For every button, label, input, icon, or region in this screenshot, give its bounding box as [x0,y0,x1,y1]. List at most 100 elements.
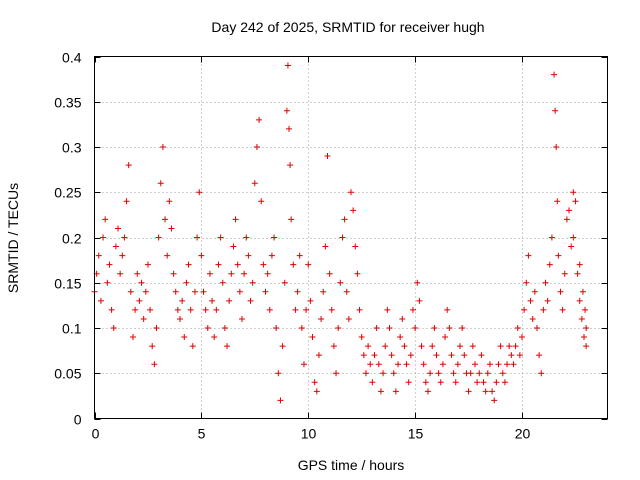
x-tick-label: 10 [301,426,317,442]
data-point [433,352,440,359]
data-point [416,297,423,304]
data-point [204,325,211,331]
data-point [198,252,205,259]
data-point [330,343,337,350]
data-point [546,261,553,268]
data-point [228,270,235,277]
data-point [409,306,416,313]
data-point [119,252,126,259]
data-point [322,243,329,250]
data-point [298,325,305,331]
data-point [444,306,451,313]
data-point [311,379,318,386]
data-point [177,315,183,322]
plot-frame [94,56,608,419]
data-point [544,297,551,304]
data-point [283,107,290,114]
data-point [258,198,265,205]
data-point [523,279,530,286]
data-point [144,261,151,268]
data-point [209,297,216,304]
data-point [251,180,258,187]
data-point [318,315,325,322]
data-point [384,306,391,313]
data-point [358,334,365,341]
data-point [478,352,485,359]
data-point [147,306,154,313]
data-point [380,370,387,377]
data-point [469,343,476,350]
data-point [429,343,436,350]
data-point [309,334,316,341]
data-point [405,379,412,386]
data-point [579,288,586,295]
y-tick-label: 0.15 [54,276,81,292]
data-point [552,107,559,114]
data-point [179,297,186,304]
data-point [392,388,399,395]
data-point [112,243,119,250]
data-point [554,198,561,205]
data-point [583,343,590,350]
data-point [159,144,166,150]
data-point [335,325,342,331]
data-point [243,234,250,241]
data-point [108,306,115,313]
data-point [390,370,397,377]
data-point [110,325,117,331]
data-point [277,397,284,404]
data-point [369,379,376,386]
data-point [578,315,585,322]
data-point [484,370,491,377]
data-point [296,252,303,259]
data-point [356,306,363,313]
data-point [266,306,273,313]
data-point [132,306,139,313]
data-point [551,71,558,78]
data-point [106,261,113,268]
data-point [367,361,374,368]
data-point [576,261,583,268]
data-point [249,279,256,286]
data-point [371,352,378,359]
y-tick-label: 0.2 [62,231,82,247]
data-point [100,234,107,241]
y-tick-label: 0.3 [62,140,82,156]
data-point [196,189,203,196]
data-point [382,343,389,350]
data-point [303,306,310,313]
data-point [183,279,190,286]
data-point [375,361,382,368]
data-point [437,379,444,386]
data-point [525,252,532,259]
data-point [448,352,455,359]
data-point [476,370,483,377]
data-point [286,125,293,132]
data-point [412,325,419,331]
x-tick-label: 15 [408,426,424,442]
data-point [486,361,493,368]
data-point [576,297,583,304]
data-point [151,361,158,368]
data-point [168,225,175,232]
data-point [224,343,231,350]
data-point [253,144,260,150]
data-point [582,306,589,313]
data-point [247,297,254,304]
y-tick-label: 0.1 [62,321,82,337]
data-point [292,306,299,313]
data-point [435,370,442,377]
data-point [102,216,109,223]
data-point [127,288,134,295]
data-point [134,270,141,277]
data-point [275,370,282,377]
data-point [559,306,566,313]
data-point [350,207,357,214]
data-point [467,370,474,377]
data-point [271,234,278,241]
data-point [213,306,220,313]
data-point [442,334,449,341]
data-point [482,388,489,395]
data-point [260,261,267,268]
data-point [115,225,122,232]
